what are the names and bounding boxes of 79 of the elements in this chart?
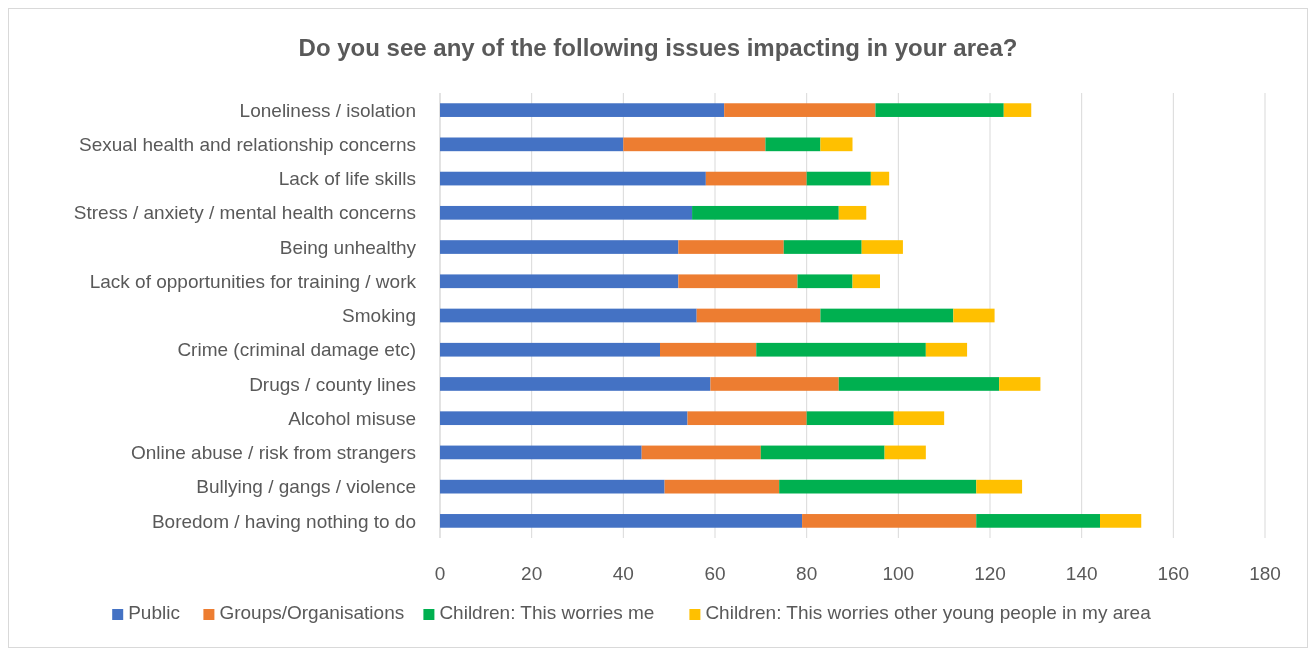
bar [806,411,894,426]
bar [875,103,1004,117]
bar [440,445,642,460]
legend-label: Children: This worries me [439,602,655,623]
bar [797,274,853,289]
bar [976,514,1100,528]
bar [440,514,803,528]
bar [623,137,766,152]
bar [724,103,876,117]
bar [710,377,839,391]
bar [705,171,807,186]
y-tick-label: Being unhealthy [279,236,417,258]
y-tick-label: Lack of life skills [278,168,416,190]
bar [802,514,977,528]
x-tick-label: 180 [1249,563,1281,584]
bar [1100,514,1142,528]
bar [838,377,1000,391]
bar [440,274,679,289]
y-tick-label: Smoking [342,305,416,327]
bar [641,445,761,460]
bar [440,377,711,391]
y-tick-label: Alcohol misuse [288,407,416,429]
y-tick-label: Stress / anxiety / mental health concerns [73,202,416,224]
y-tick-label: Crime (criminal damage etc) [177,339,416,361]
bar [660,342,757,357]
x-tick-label: 40 [612,563,634,584]
y-tick-label: Drugs / county lines [249,373,416,395]
legend-label: Children: This worries other young people in my area [705,602,1152,623]
bar [820,137,853,152]
bar [440,240,679,254]
y-tick-label: Boredom / having nothing to do [151,510,416,532]
y-tick-label: Loneliness / isolation [239,99,416,121]
x-tick-label: 160 [1157,563,1190,584]
bar [440,137,624,152]
bar [756,342,926,357]
x-tick-label: 100 [882,563,915,584]
bar [440,342,660,357]
y-tick-label: Sexual health and relationship concerns [79,134,416,155]
bar [838,205,867,220]
y-tick-label: Lack of opportunities for training / work [89,270,417,292]
bar [760,445,885,460]
bar [1003,103,1032,117]
bar [925,342,968,357]
bar [664,479,780,494]
bar [440,205,693,220]
bar [820,308,954,323]
bar [696,308,821,323]
bar [870,171,890,186]
x-tick-label: 60 [704,563,726,584]
x-tick-label: 80 [796,563,818,584]
x-tick-label: 0 [434,563,446,584]
bar [884,445,926,460]
bar [783,240,862,254]
bar [692,205,839,220]
y-tick-label: Bullying / gangs / violence [196,476,416,498]
bar [779,479,977,494]
bar [440,103,725,117]
bar [999,377,1041,391]
x-tick-label: 140 [1065,563,1098,584]
bar [678,240,784,254]
bar [440,171,706,186]
bar [976,479,1023,494]
legend-label: Public [128,602,180,623]
bar [678,274,798,289]
bar [861,240,903,254]
bar [806,171,871,186]
bar [440,411,688,426]
legend-label: Groups/Organisations [219,602,405,623]
y-tick-label: Online abuse / risk from strangers [130,442,416,464]
bar [852,274,880,289]
bar [440,479,665,494]
bar [765,137,821,152]
x-tick-label: 120 [974,563,1006,584]
bar [893,411,945,426]
bar [953,308,995,323]
x-tick-label: 20 [521,563,543,584]
bar [687,411,807,426]
chart-title: Do you see any of the following issues impacting in your area? [298,34,1018,61]
bar [440,308,697,323]
